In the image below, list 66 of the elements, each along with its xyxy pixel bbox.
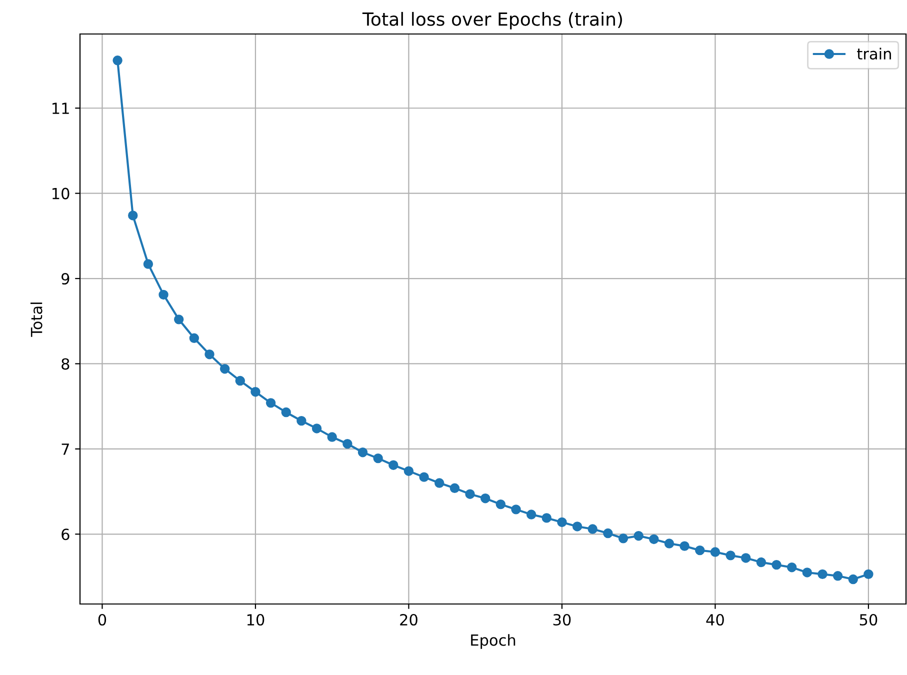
point [373,453,383,464]
point [664,538,674,548]
point [496,499,506,510]
point [143,259,154,269]
point [342,438,352,449]
point [848,574,858,584]
point [281,407,291,418]
point [557,517,567,528]
point [112,56,122,66]
point [189,333,200,344]
point [588,524,598,534]
point [358,447,368,458]
y-tick-label: 7 [62,444,69,455]
x-axis-title: Epoch [471,634,516,649]
point [542,513,552,523]
y-tick-label: 6 [62,528,70,540]
point [526,510,536,520]
point [726,550,736,560]
point [204,349,214,360]
point [250,386,260,397]
point [128,210,138,220]
point [710,547,720,557]
point [419,472,429,482]
point [388,460,398,470]
point [327,432,337,442]
point [465,489,475,499]
point [158,290,168,300]
point [434,478,444,488]
point [832,571,843,581]
point [818,569,828,580]
x-tick-label: 20 [400,614,418,626]
point [404,466,414,476]
x-tick-label: 50 [860,614,878,626]
point [174,314,184,324]
point [864,569,874,580]
legend-label: train [857,48,891,60]
point [786,562,797,572]
y-axis-title: Total [30,302,42,337]
point [695,545,705,556]
x-tick-label: 0 [98,614,106,626]
point [649,534,659,544]
point [312,424,322,434]
x-tick-label: 10 [247,614,264,626]
point [572,522,582,532]
point [634,530,644,541]
y-tick-label: 10 [52,188,70,200]
point [235,376,246,386]
point [618,534,628,544]
point [266,398,276,408]
y-tick-label: 11 [52,102,69,114]
x-tick-label: 40 [706,614,724,626]
point [740,553,751,563]
point [450,483,460,493]
point [220,364,230,374]
point [772,560,782,570]
point [680,541,690,551]
y-tick-label: 9 [62,272,70,285]
point [756,557,766,568]
y-tick-label: 8 [62,358,70,370]
point [511,504,521,514]
point [802,568,812,578]
x-tick-label: 30 [553,614,571,626]
point [296,416,306,426]
point [480,493,490,504]
point [603,528,613,538]
chart-title: Total loss over Epochs (train) [362,12,622,30]
